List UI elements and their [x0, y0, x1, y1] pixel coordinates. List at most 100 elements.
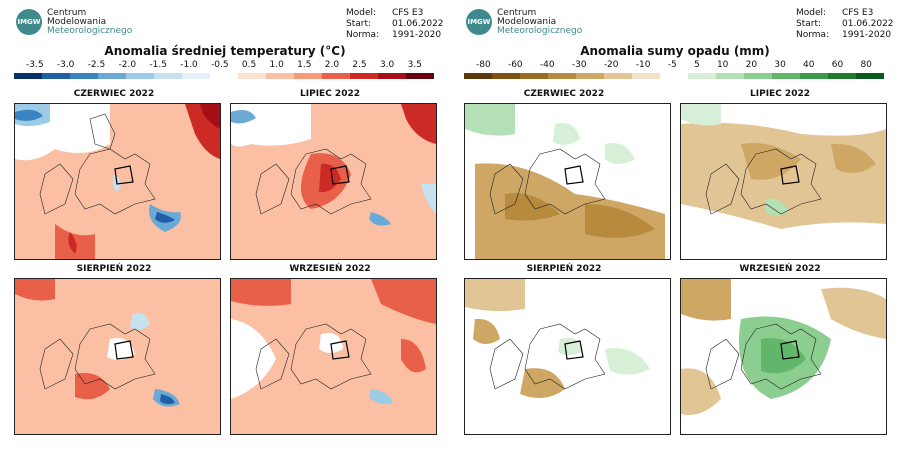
colorbar-swatch	[70, 73, 98, 79]
map-title: SIERPIEŃ 2022	[76, 264, 152, 274]
colorbar-tick-label: -1.0	[180, 60, 198, 70]
colorbar-swatch	[716, 73, 744, 79]
logo-line2: Modelowania	[47, 17, 107, 27]
colorbar-tick-label: 1.0	[269, 60, 284, 70]
colorbar-tick-label: 0.5	[241, 60, 257, 70]
colorbar-swatch	[322, 73, 350, 79]
colorbar-tick-label: -2.0	[118, 60, 137, 70]
colorbar-strip	[464, 73, 884, 79]
colorbar-swatch	[464, 73, 492, 79]
temperature-panel: IMGW Centrum Modelowania Meteorologiczne…	[14, 8, 446, 435]
colorbar-swatch	[350, 73, 378, 79]
colorbar-swatch	[744, 73, 772, 79]
precipitation-map-september	[680, 278, 887, 435]
colorbar-swatch	[520, 73, 548, 79]
colorbar-tick-label: -5	[667, 60, 677, 70]
meta-value: CFS E3	[392, 8, 424, 18]
temperature-map-september	[230, 278, 437, 435]
colorbar-swatch	[154, 73, 182, 79]
colorbar-swatch	[126, 73, 154, 79]
colorbar-tick-label: 3.0	[379, 60, 395, 70]
colorbar-swatch	[98, 73, 126, 79]
logo-text: Centrum Modelowania Meteorologicznego	[47, 9, 132, 36]
precipitation-map-august	[464, 278, 671, 435]
colorbar-tick-label: -2.5	[87, 60, 106, 70]
meta-key: Norma:	[796, 30, 830, 40]
map-title: LIPIEC 2022	[750, 89, 810, 99]
colorbar-swatch	[182, 73, 210, 79]
colorbar-tick-label: 30	[774, 60, 786, 70]
colorbar-tick-label: 80	[860, 60, 872, 70]
map-title: LIPIEC 2022	[300, 89, 360, 99]
colorbar-swatch	[210, 73, 238, 79]
logo-text: Centrum Modelowania Meteorologicznego	[497, 9, 582, 36]
meta-value: CFS E3	[842, 8, 874, 18]
colorbar-tick-label: -1.5	[149, 60, 167, 70]
precipitation-map-june	[464, 103, 671, 260]
colorbar-tick-label: -40	[539, 60, 555, 70]
colorbar-tick-label: -3.0	[56, 60, 75, 70]
meta-key: Start:	[346, 19, 372, 29]
colorbar-tick-label: -30	[571, 60, 587, 70]
model-info: Model: CFS E3 Start: 01.06.2022 Norma: 1991…	[796, 8, 896, 41]
meta-value: 01.06.2022	[392, 19, 444, 29]
colorbar-swatch	[632, 73, 660, 79]
precipitation-colorbar: -80 -60 -40 -30 -20 -10 -5 5 10 20 30 40 60 80	[464, 60, 884, 79]
logo-line3: Meteorologicznego	[497, 26, 583, 36]
colorbar-swatch	[604, 73, 632, 79]
colorbar-swatch	[266, 73, 294, 79]
logo-line2: Modelowania	[497, 17, 557, 27]
meta-value: 1991-2020	[842, 30, 892, 40]
colorbar-tick-label: 40	[803, 60, 815, 70]
colorbar-tick-label: 2.5	[352, 60, 367, 70]
map-title: WRZESIEŃ 2022	[289, 264, 371, 274]
precipitation-panel: IMGW Centrum Modelowania Meteorologiczne…	[450, 0, 900, 450]
map-title: SIERPIEŃ 2022	[526, 264, 602, 274]
meta-value: 01.06.2022	[842, 19, 894, 29]
meta-key: Norma:	[346, 30, 380, 40]
temperature-colorbar: -3.5 -3.0 -2.5 -2.0 -1.5 -1.0 -0.5 0.5 1.0 1.5 2.0…	[14, 60, 434, 79]
colorbar-swatch	[828, 73, 856, 79]
colorbar-labels: -3.5 -3.0 -2.5 -2.0 -1.5 -1.0 -0.5 0.5 1.0 1.5 2.0…	[14, 60, 434, 70]
colorbar-tick-label: 1.5	[297, 60, 312, 70]
colorbar-swatch	[576, 73, 604, 79]
precipitation-title: Anomalia sumy opadu (mm)	[580, 44, 770, 58]
colorbar-tick-label: 2.0	[324, 60, 340, 70]
imgw-logo: IMGW Centrum Modelowania Meteorologiczne…	[16, 9, 156, 39]
precipitation-map-july	[680, 103, 887, 260]
temperature-map-june	[14, 103, 221, 260]
colorbar-swatch	[772, 73, 800, 79]
colorbar-swatch	[238, 73, 266, 79]
colorbar-tick-label: -80	[476, 60, 491, 70]
map-title: CZERWIEC 2022	[523, 89, 605, 99]
meta-key: Model:	[346, 8, 377, 18]
colorbar-swatch	[492, 73, 520, 79]
colorbar-tick-label: -0.5	[211, 60, 229, 70]
logo-line1: Centrum	[497, 8, 537, 18]
meta-key: Model:	[796, 8, 827, 18]
colorbar-tick-label: 10	[716, 60, 729, 70]
temperature-title: Anomalia średniej temperatury (°C)	[104, 44, 346, 58]
logo-line1: Centrum	[47, 8, 87, 18]
model-info: Model: CFS E3 Start: 01.06.2022 Norma: 1991…	[346, 8, 446, 41]
colorbar-tick-label: 60	[831, 60, 844, 70]
colorbar-swatch	[856, 73, 884, 79]
colorbar-strip	[14, 73, 434, 79]
colorbar-swatch	[800, 73, 828, 79]
meta-value: 1991-2020	[392, 30, 442, 40]
logo-emblem: IMGW	[466, 9, 492, 35]
colorbar-tick-label: -10	[635, 60, 651, 70]
meta-key: Start:	[796, 19, 822, 29]
colorbar-tick-label: -3.5	[26, 60, 44, 70]
colorbar-tick-label: 20	[745, 60, 758, 70]
colorbar-swatch	[406, 73, 434, 79]
colorbar-tick-label: 3.5	[407, 60, 422, 70]
colorbar-swatch	[378, 73, 406, 79]
colorbar-swatch	[688, 73, 716, 79]
colorbar-swatch	[42, 73, 70, 79]
map-title: WRZESIEŃ 2022	[739, 264, 821, 274]
colorbar-tick-label: 5	[693, 60, 700, 70]
logo-emblem: IMGW	[16, 9, 42, 35]
colorbar-tick-label: -20	[603, 60, 619, 70]
colorbar-swatch	[548, 73, 576, 79]
